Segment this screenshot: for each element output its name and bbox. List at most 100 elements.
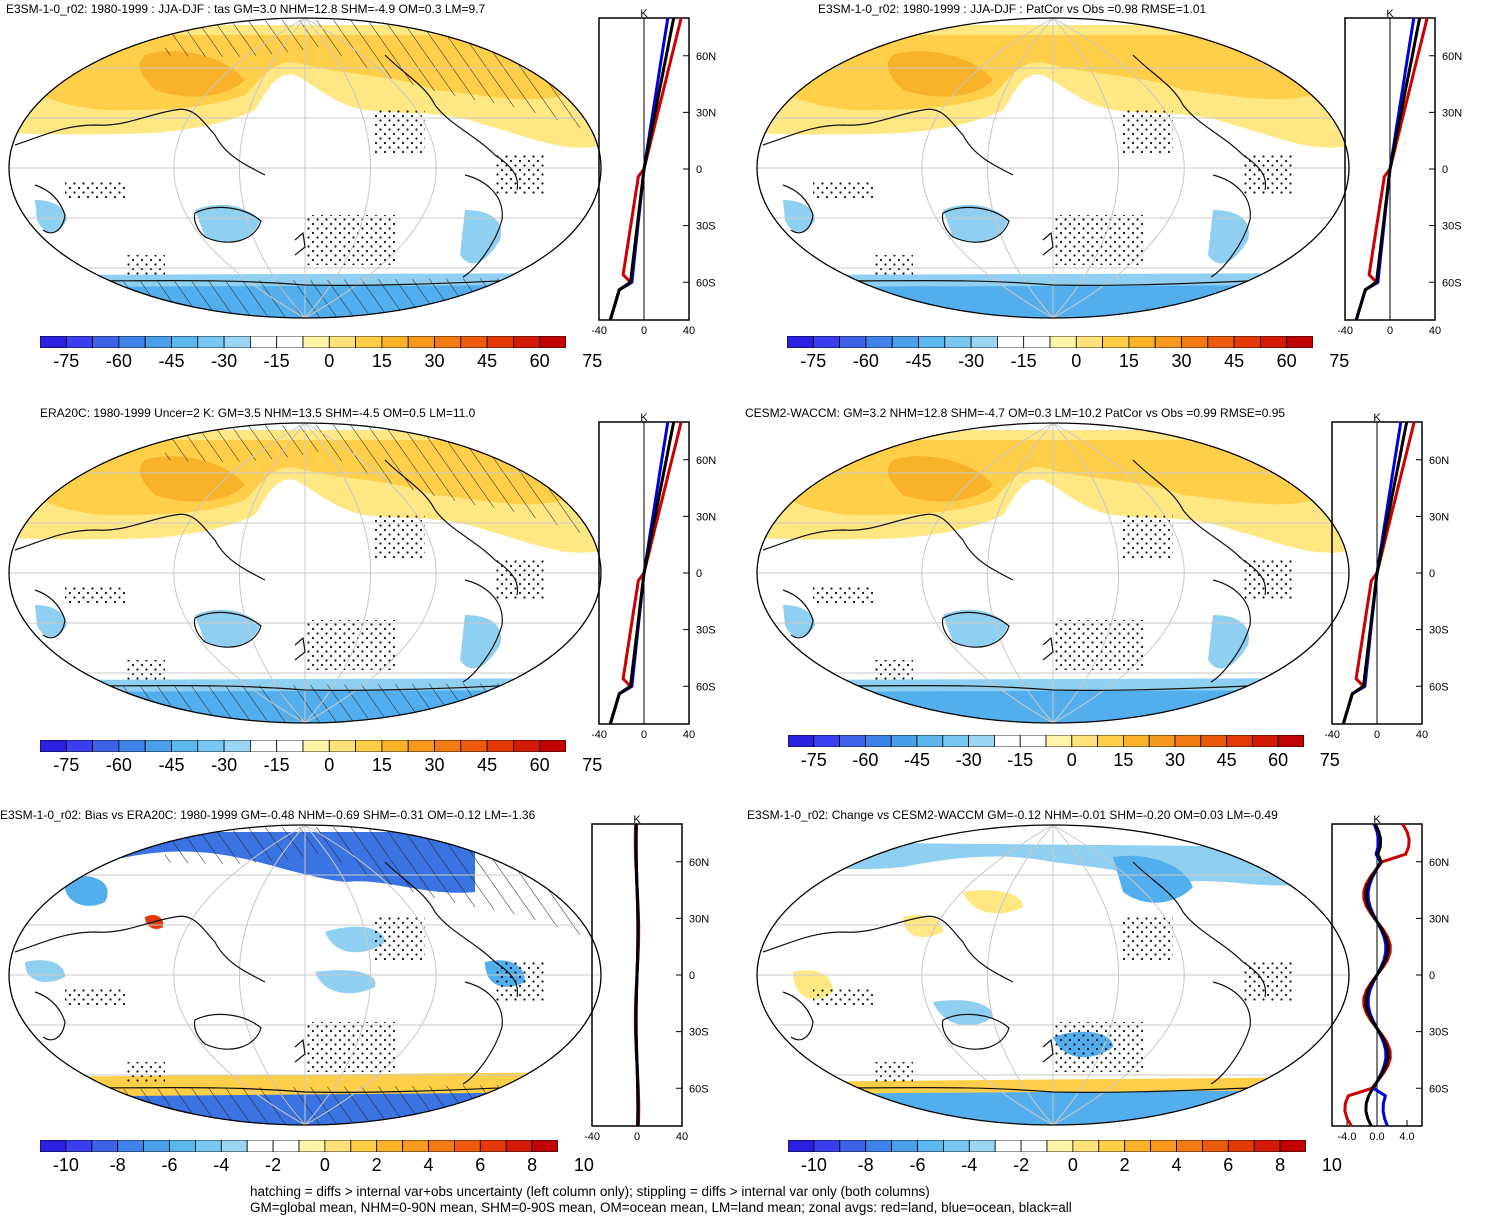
colorbar-tick-label: 60	[529, 351, 550, 371]
colorbar-swatch	[788, 735, 815, 747]
y-tick-label: 30S	[689, 1027, 709, 1039]
colorbar-swatch	[993, 735, 1021, 747]
panel-e3sm-patcor: E3SM-1-0_r02: 1980-1999 : JJA-DJF : PatC…	[745, 0, 1489, 405]
coastline	[941, 1013, 1010, 1050]
colorbar-swatch	[839, 336, 867, 348]
stippling	[375, 110, 425, 155]
colorbar-tick-label: 0	[1067, 1155, 1078, 1175]
x-tick-label: 0	[634, 1131, 640, 1143]
zonal-mean-plot: 60N 30N 0 30S 60S -40 0 40 K	[592, 8, 716, 337]
colorbar-swatch	[813, 735, 840, 747]
x-tick-label: -4.0	[1338, 1131, 1357, 1143]
coastline	[762, 915, 1014, 983]
x-tick-label: -40	[1325, 729, 1340, 741]
coastline	[294, 1038, 306, 1063]
colorbar-swatch	[144, 740, 172, 752]
colorbar-tick-label: 6	[1223, 1155, 1234, 1175]
colorbar-tick-label: 4	[423, 1155, 434, 1175]
x-tick-label: 0.0	[1369, 1131, 1384, 1143]
colorbar-swatch	[813, 1140, 841, 1152]
colorbar-swatch	[246, 1140, 274, 1152]
colorbar-tick-label: 0	[319, 1155, 330, 1175]
coastline	[34, 589, 66, 639]
colorbar-tick-label: -6	[909, 1155, 926, 1175]
colorbar-tick-label: -2	[265, 1155, 282, 1175]
x-tick-label: 40	[1416, 729, 1428, 741]
coastline	[193, 611, 262, 648]
colorbar	[40, 1140, 558, 1152]
colorbar-tick-label: -60	[852, 750, 879, 770]
australia-cool	[943, 204, 1008, 242]
stippling	[375, 917, 425, 962]
coastline	[462, 579, 503, 683]
colorbar-tick-label: 15	[371, 351, 392, 371]
colorbar-swatch	[302, 740, 330, 752]
colorbar-swatch	[117, 1140, 144, 1152]
coastline	[462, 174, 503, 278]
colorbar-tick-label: -10	[52, 1155, 79, 1175]
colorbar-swatch	[381, 336, 409, 348]
colorbar-swatch	[812, 336, 840, 348]
unit-label: K	[1373, 814, 1381, 826]
coastline	[34, 991, 66, 1041]
colorbar-swatch	[302, 336, 330, 348]
colorbar-tick-label: 4	[1171, 1155, 1182, 1175]
colorbar-tick-label: 45	[1216, 750, 1237, 770]
map-border	[8, 422, 602, 724]
colorbar-tick-label: 6	[475, 1155, 486, 1175]
colorbar-swatch	[143, 1140, 170, 1152]
y-tick-label: 60S	[1429, 1083, 1449, 1095]
colorbar-swatch	[1098, 1140, 1126, 1152]
x-tick-label: 40	[683, 729, 695, 741]
colorbar-swatch	[355, 740, 383, 752]
stippling	[65, 987, 125, 1005]
colorbar-swatch	[197, 740, 225, 752]
colorbar-tick-label: -75	[800, 750, 827, 770]
colorbar-swatch	[194, 1140, 222, 1152]
colorbar-swatch	[1150, 1140, 1177, 1152]
colorbar-swatch	[1207, 336, 1235, 348]
coastline	[294, 636, 306, 661]
y-tick-label: 60N	[696, 455, 716, 467]
colorbar-swatch	[276, 336, 304, 348]
coastline	[193, 1013, 262, 1050]
colorbar-tick-label: 0	[324, 755, 335, 775]
map-border	[756, 17, 1350, 319]
colorbar-swatch	[486, 336, 514, 348]
x-tick-label: 4.0	[1399, 1131, 1414, 1143]
colorbar-swatch	[916, 735, 944, 747]
colorbar-tick-label: 75	[1329, 351, 1350, 371]
y-tick-label: 60S	[689, 1083, 709, 1095]
ocean-zonal-line	[1354, 17, 1416, 321]
anomaly-region	[25, 960, 65, 982]
x-tick-label: -40	[1338, 325, 1353, 337]
panel-bias-vs-era20c: E3SM-1-0_r02: Bias vs ERA20C: 1980-1999 …	[0, 804, 745, 1184]
coastline	[1132, 459, 1267, 596]
x-tick-label: 40	[676, 1131, 688, 1143]
samerica-cool	[460, 210, 501, 264]
australia-cool	[195, 204, 260, 242]
colorbar-swatch	[1181, 336, 1209, 348]
colorbar-tick-label: -4	[213, 1155, 230, 1175]
anomaly-region	[325, 926, 385, 953]
colorbar-swatch	[1227, 1140, 1255, 1152]
warm-core	[887, 456, 993, 502]
coastline	[762, 108, 1014, 176]
colorbar-swatch	[1072, 1140, 1100, 1152]
colorbar-swatch	[1176, 1140, 1203, 1152]
unit-label: K	[633, 814, 641, 826]
colorbar-swatch	[40, 740, 67, 752]
colorbar-swatch	[1097, 735, 1124, 747]
colorbar-tick-label: 8	[1275, 1155, 1286, 1175]
colorbar-tick-label: 8	[527, 1155, 538, 1175]
warm-core	[139, 456, 245, 502]
robinson-map	[8, 824, 602, 1126]
colorbar-swatch	[1154, 336, 1182, 348]
robinson-map	[8, 17, 602, 319]
colorbar-tick-label: 45	[1224, 351, 1245, 371]
x-tick-label: -40	[592, 729, 607, 741]
colorbar-swatch	[865, 336, 893, 348]
colorbar-tick-label: -2	[1013, 1155, 1030, 1175]
stippling	[125, 1062, 165, 1082]
stippling	[125, 255, 165, 275]
